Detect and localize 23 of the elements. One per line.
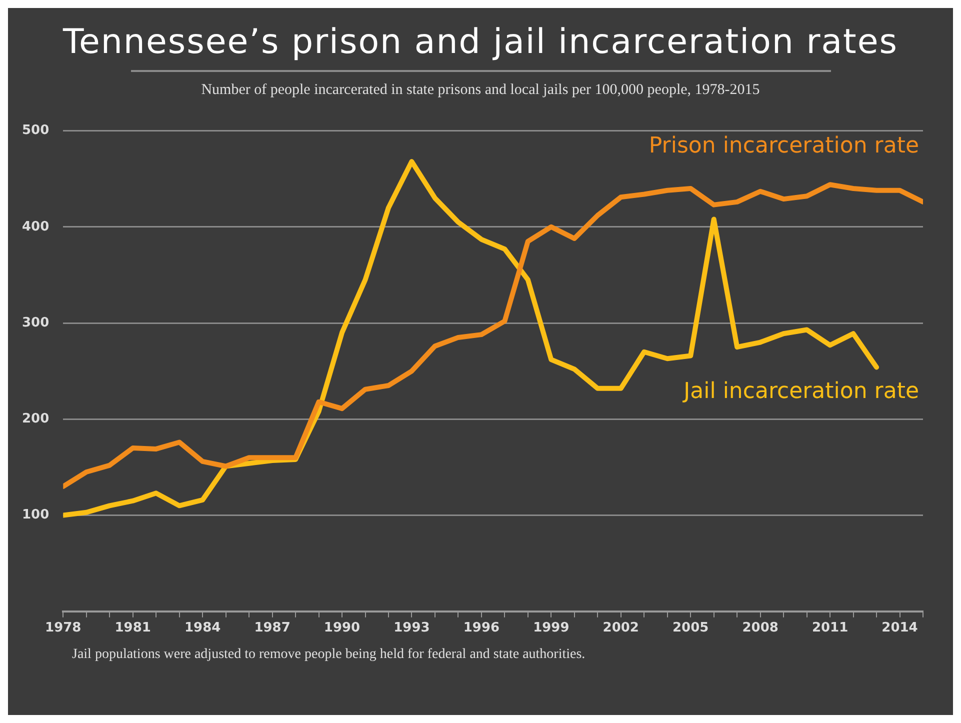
y-tick-label: 100 xyxy=(22,508,50,523)
x-tick-label: 2014 xyxy=(882,620,918,636)
x-tick-label: 2011 xyxy=(812,620,848,636)
x-tick-label: 1996 xyxy=(463,620,500,636)
x-tick-label: 2002 xyxy=(602,620,639,636)
y-tick-label: 200 xyxy=(22,412,50,427)
chart-title: Tennessee’s prison and jail incarceration rates xyxy=(62,22,900,62)
x-tick-label: 1981 xyxy=(114,620,151,636)
series-label: Jail incarceration rate xyxy=(682,378,919,404)
y-tick-label: 500 xyxy=(22,123,50,138)
x-tick-label: 1993 xyxy=(394,620,430,636)
x-tick-label: 1999 xyxy=(533,620,570,636)
x-tick-label: 1990 xyxy=(324,620,360,636)
x-tick-label: 2008 xyxy=(742,620,778,636)
x-tick-label: 1978 xyxy=(45,620,82,636)
x-tick-label: 2005 xyxy=(672,620,709,636)
x-tick-label: 1984 xyxy=(184,620,221,636)
text: Jail populations were adjusted to remove people being held for federal and state authorities. xyxy=(72,647,586,663)
series-label: Prison incarceration rate xyxy=(648,134,919,159)
y-tick-label: 300 xyxy=(22,315,50,330)
x-tick-label: 1987 xyxy=(254,620,290,636)
chart-subtitle: Number of people incarcerated in state prisons and local jails per 100,000 people, 1978-2015 xyxy=(200,82,761,99)
y-tick-label: 400 xyxy=(22,219,50,234)
